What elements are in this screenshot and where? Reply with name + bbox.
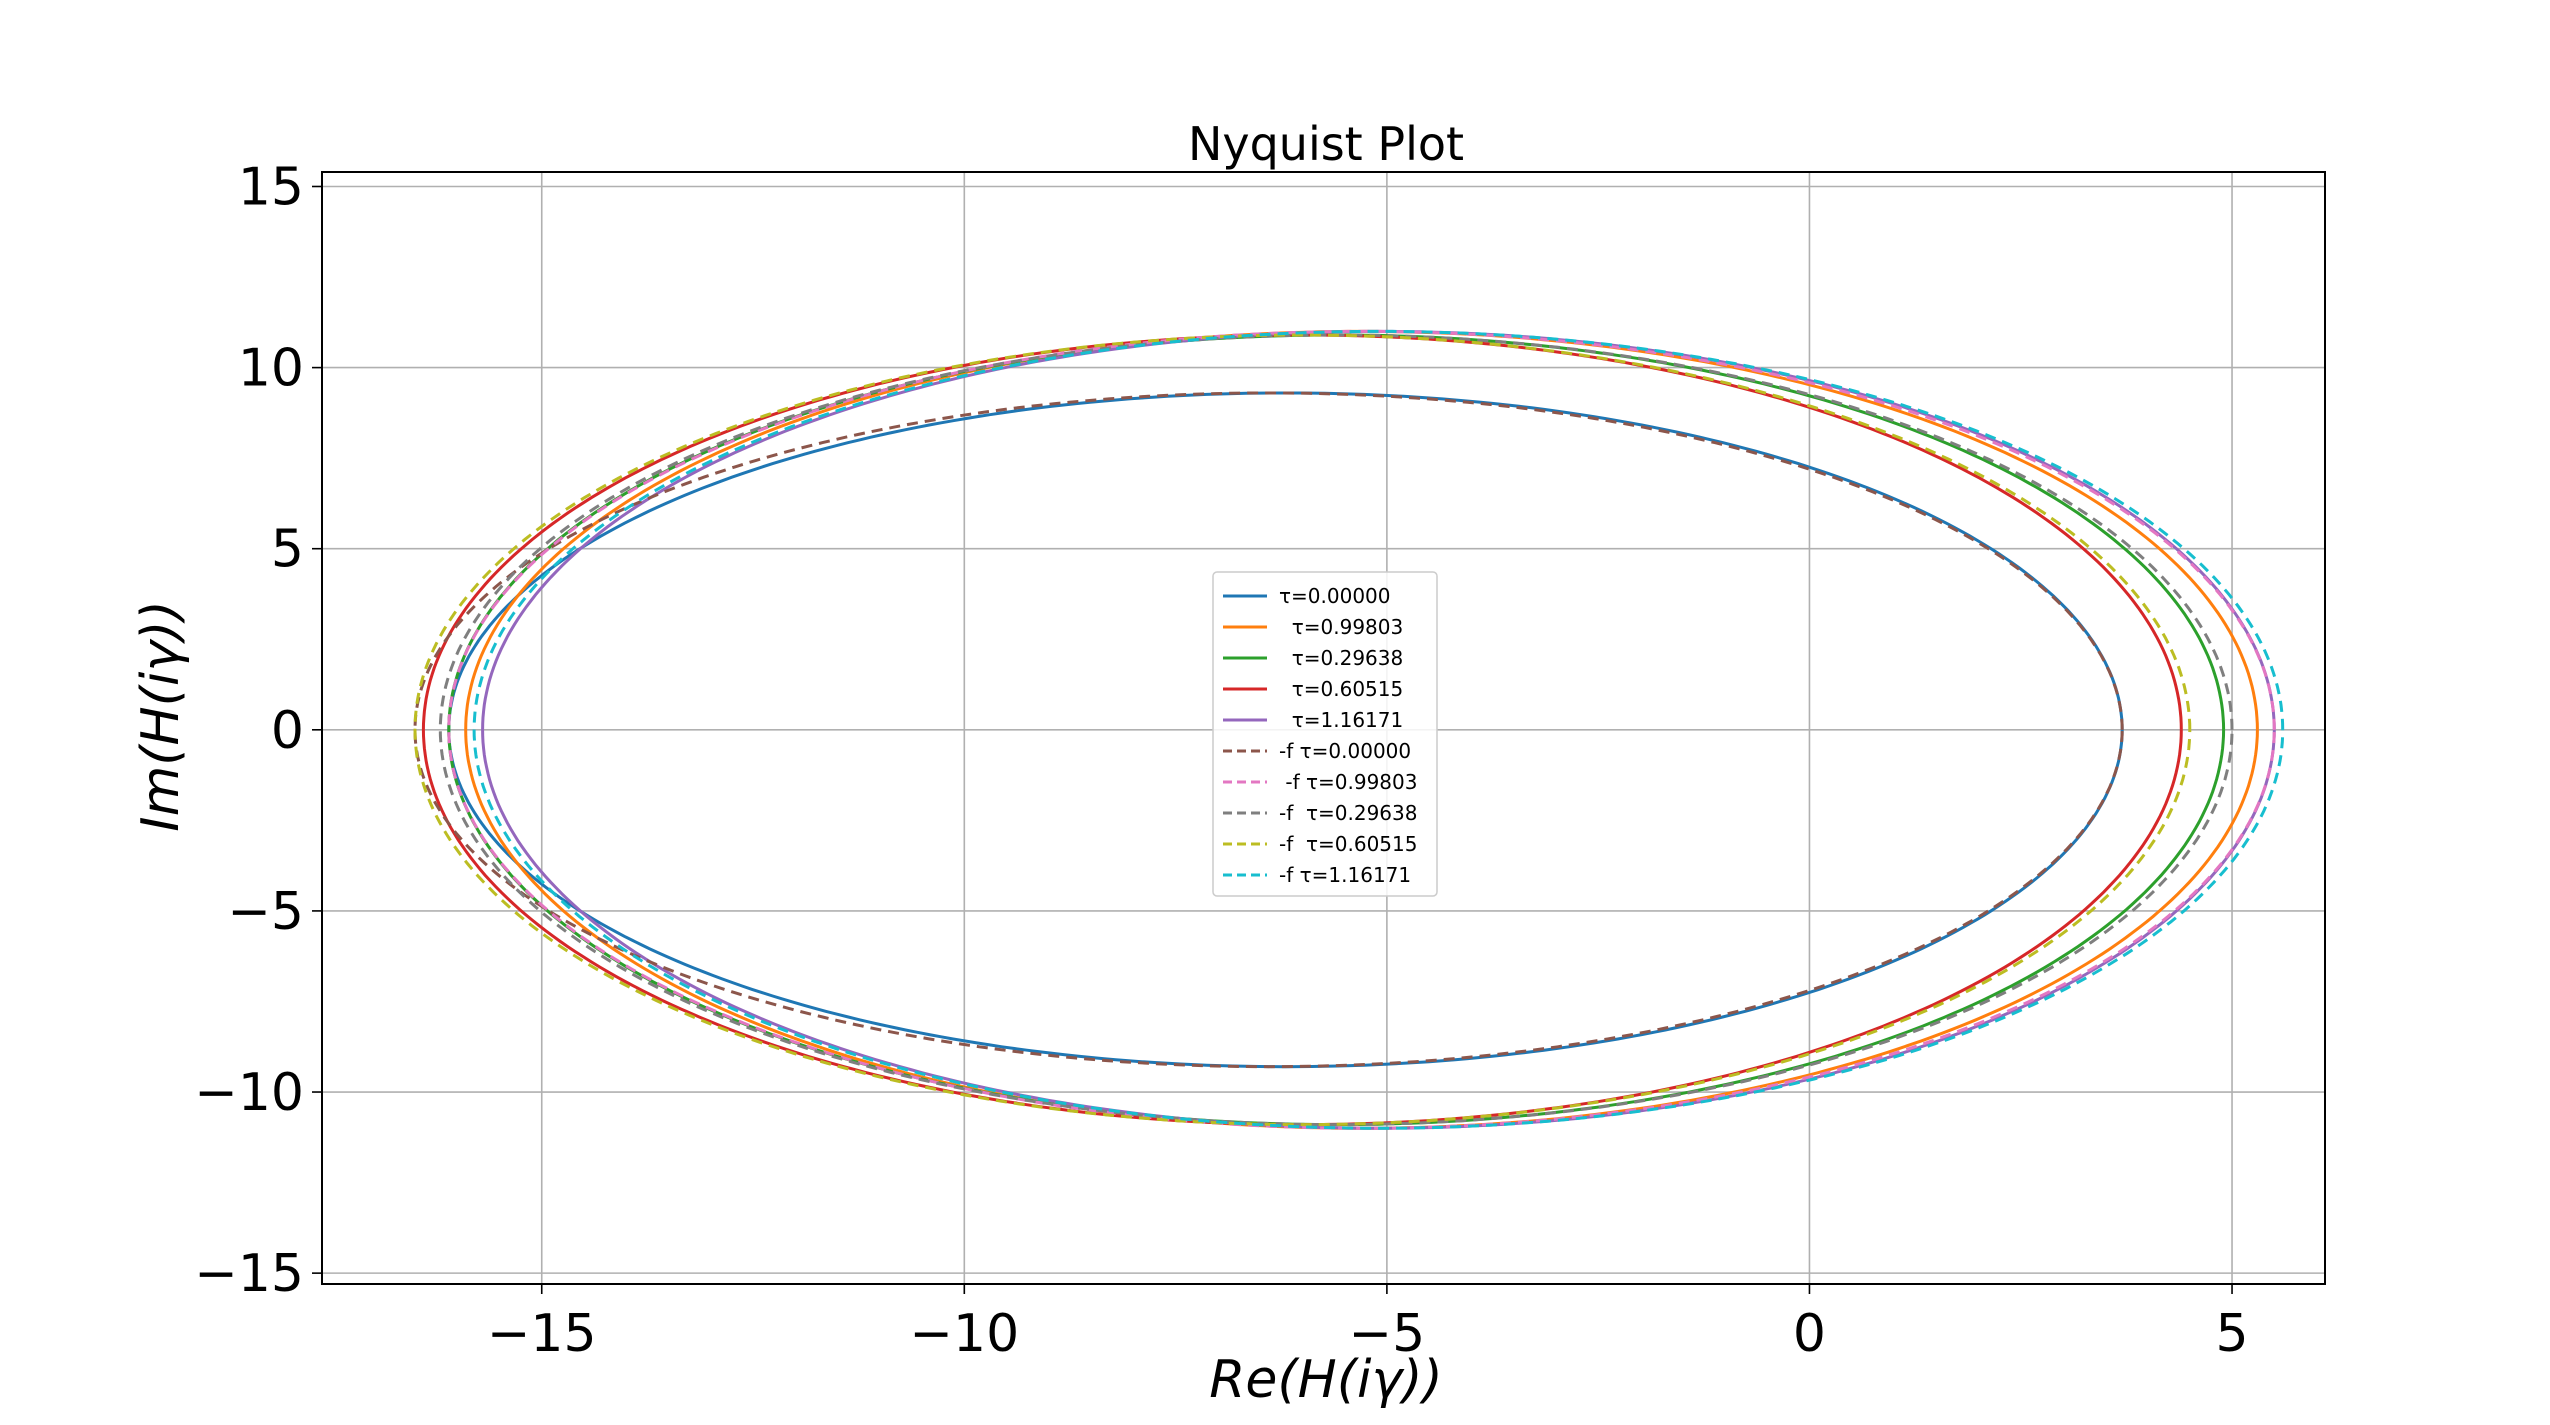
y-tick-label: −10 (194, 1063, 304, 1123)
y-axis-label: Im(H(iγ)) (131, 600, 191, 831)
x-axis-label: Re(H(iγ)) (1209, 1350, 1443, 1410)
y-tick-label: 0 (271, 701, 304, 761)
y-tick-label: 5 (271, 520, 304, 580)
x-tick-label: −15 (487, 1304, 597, 1364)
legend-label: -f τ=0.60515 (1279, 832, 1417, 856)
legend-label: -f τ=0.29638 (1279, 801, 1417, 825)
series-curve-8 (438, 333, 2234, 1127)
axis-ticks: −15 −10 −5 0 5 −15 −10 −5 0 5 10 15 (194, 157, 2248, 1364)
x-tick-label: −5 (1349, 1304, 1426, 1364)
legend-label: τ=1.16171 (1279, 708, 1403, 732)
series-curve-9 (413, 333, 2192, 1127)
legend-label: τ=0.60515 (1279, 677, 1403, 701)
x-tick-label: −10 (909, 1304, 1019, 1364)
legend-label: τ=0.99803 (1279, 615, 1403, 639)
legend-label: τ=0.00000 (1279, 584, 1391, 608)
y-tick-label: 10 (238, 339, 304, 399)
plot-frame (321, 171, 2326, 1285)
series-curve-10 (472, 329, 2285, 1130)
series-curve-2 (464, 329, 2259, 1130)
legend-label: -f τ=0.00000 (1279, 739, 1411, 763)
y-tick-label: −5 (227, 882, 304, 942)
y-tick-label: −15 (194, 1244, 304, 1304)
legend-box (1212, 571, 1438, 897)
series-curve-6 (413, 391, 2124, 1069)
y-tick-label: 15 (238, 157, 304, 217)
legend-label: -f τ=1.16171 (1279, 863, 1411, 887)
legend-label: τ=0.29638 (1279, 646, 1403, 670)
x-tick-label: 0 (1793, 1304, 1826, 1364)
x-tick-label: 5 (2215, 1304, 2248, 1364)
chart-title: Nyquist Plot (1188, 117, 1464, 171)
series-curves (413, 329, 2285, 1130)
legend-label: -f τ=0.99803 (1279, 770, 1417, 794)
legend: τ=0.00000 τ=0.99803 τ=0.29638 τ=0.60515 … (1212, 571, 1438, 897)
